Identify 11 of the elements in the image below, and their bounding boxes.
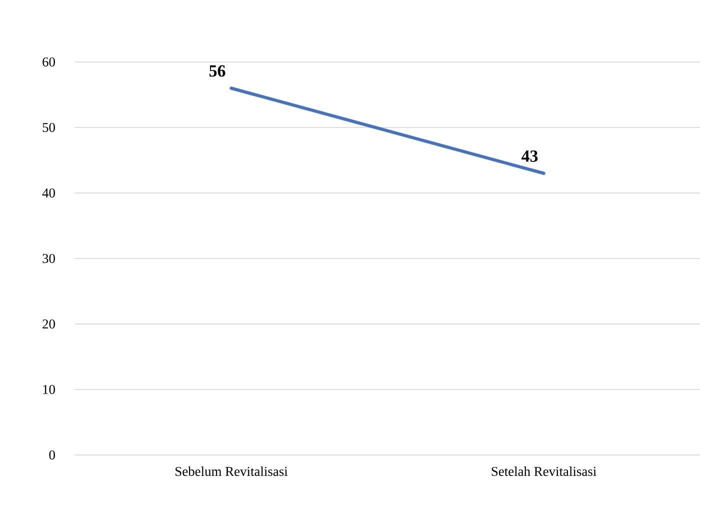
y-tick-label: 30 (42, 254, 55, 264)
y-tick-label: 40 (42, 188, 55, 198)
y-tick-label: 60 (42, 57, 55, 67)
y-tick-label: 10 (43, 384, 55, 394)
x-tick-label: Setelah Revitalisasi (492, 466, 596, 476)
x-tick-label: Sebelum Revitalisasi (176, 466, 288, 476)
data-label: 56 (209, 65, 226, 77)
data-label: 43 (522, 150, 538, 162)
y-tick-label: 0 (49, 450, 55, 460)
y-tick-label: 50 (42, 122, 55, 132)
y-tick-label: 20 (42, 319, 55, 329)
